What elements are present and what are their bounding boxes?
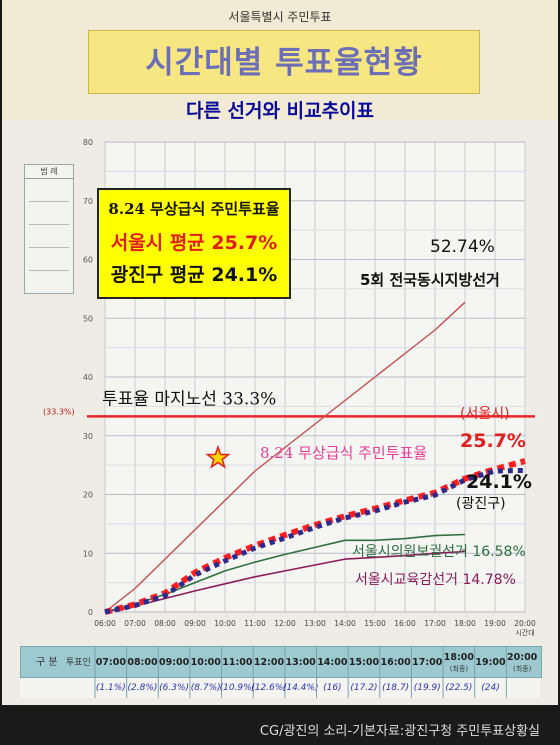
- info-line-seoul: 서울시 평균 25.7%: [110, 232, 278, 254]
- local-election-value: 52.74%: [430, 237, 495, 257]
- handwritten-value: (10.9%): [220, 683, 256, 693]
- org-label: 서울특별시 주민투표: [228, 10, 332, 24]
- chart-title: 시간대별 투표율현황: [145, 45, 423, 81]
- legend-row: [29, 183, 69, 202]
- table-time: 07:00: [96, 657, 127, 668]
- handwritten-value: (8.7%): [191, 683, 221, 693]
- threshold-tick: (33.3%): [43, 407, 75, 416]
- table-time: 15:00: [349, 657, 380, 668]
- x-tick-label: 13:00: [304, 619, 326, 628]
- table-time: 10:00: [191, 657, 222, 668]
- x-tick-label: 08:00: [154, 619, 176, 628]
- table-time: 08:00: [127, 657, 158, 668]
- series-line: [104, 458, 526, 615]
- y-tick-label: 0: [88, 608, 93, 617]
- seoul-name: (서울시): [460, 406, 510, 422]
- x-tick-label: 12:00: [274, 619, 296, 628]
- legend-row: [29, 229, 69, 248]
- handwritten-value: (1.1%): [96, 683, 126, 693]
- table-col-tupyoin: 투표인: [66, 657, 91, 668]
- y-tick-label: 40: [83, 373, 93, 382]
- x-tick-label: 14:00: [334, 619, 356, 628]
- council-label: 서울시의원보궐선거 16.58%: [352, 544, 526, 560]
- y-tick-label: 10: [83, 549, 93, 558]
- handwritten-value: (17.2): [350, 683, 377, 693]
- table-time: 13:00: [286, 657, 317, 668]
- table-time: 17:00: [412, 657, 443, 668]
- legend-box: 범 례: [24, 164, 74, 294]
- chart-subtitle: 다른 선거와 비교추이표: [185, 100, 375, 122]
- table-time-note: (최종): [450, 664, 469, 673]
- table-time-note: (최종): [513, 664, 532, 673]
- gwangjin-value: 24.1%: [466, 471, 532, 493]
- handwritten-value: (22.5): [445, 683, 472, 693]
- info-box: 8.24 무상급식 주민투표율 서울시 평균 25.7% 광진구 평균 24.1…: [97, 188, 291, 299]
- handwritten-value: (6.3%): [159, 683, 189, 693]
- table-time: 20:00: [507, 652, 538, 663]
- seoul-value: 25.7%: [460, 430, 526, 452]
- handwritten-value: (12.6%): [251, 683, 287, 693]
- table-time: 11:00: [222, 657, 253, 668]
- header-area: 서울특별시 주민투표 시간대별 투표율현황 다른 선거와 비교추이표: [2, 0, 558, 122]
- handwritten-value: (19.9): [414, 683, 441, 693]
- gwangjin-name: (광진구): [456, 496, 506, 512]
- y-tick-label: 30: [83, 432, 93, 441]
- y-tick-label: 60: [83, 256, 93, 265]
- star-label: 8.24 무상급식 주민투표율: [260, 444, 427, 462]
- x-tick-label: 16:00: [394, 619, 416, 628]
- title-banner: 시간대별 투표율현황: [88, 30, 480, 94]
- time-table-header: [20, 646, 542, 678]
- x-tick-label: 07:00: [124, 619, 146, 628]
- y-tick-label: 20: [83, 491, 93, 500]
- x-tick-label: 20:00: [514, 619, 536, 628]
- x-tick-label: 10:00: [214, 619, 236, 628]
- handwritten-value: (2.8%): [128, 683, 158, 693]
- table-time: 16:00: [380, 657, 411, 668]
- threshold-label: 투표율 마지노선 33.3%: [102, 389, 276, 409]
- series-line: [104, 301, 466, 613]
- credit-line: CG/광진의 소리-기본자료:광진구청 주민투표상황실: [259, 724, 540, 739]
- table-time: 18:00: [444, 652, 475, 663]
- legend-row: [29, 252, 69, 271]
- info-line-gwangjin: 광진구 평균 24.1%: [110, 264, 278, 286]
- table-time: 14:00: [317, 657, 348, 668]
- handwritten-row: [20, 678, 540, 698]
- series-line: [104, 550, 466, 613]
- x-axis-note: 시간대: [515, 628, 534, 637]
- x-tick-label: 11:00: [244, 619, 266, 628]
- superintendent-label: 서울시교육감선거 14.78%: [355, 572, 516, 588]
- table-time: 09:00: [159, 657, 190, 668]
- legend-heading: 범 례: [25, 165, 73, 179]
- handwritten-value: (24): [481, 683, 499, 693]
- y-tick-label: 50: [83, 314, 93, 323]
- x-tick-label: 17:00: [424, 619, 446, 628]
- x-tick-label: 18:00: [454, 619, 476, 628]
- legend-row: [29, 206, 69, 225]
- table-time: 12:00: [254, 657, 285, 668]
- x-tick-label: 19:00: [484, 619, 506, 628]
- y-tick-label: 70: [83, 197, 93, 206]
- table-time: 19:00: [475, 657, 506, 668]
- y-tick-label: 80: [83, 138, 93, 147]
- table-col-gubun: 구 분: [36, 656, 58, 668]
- handwritten-value: (18.7): [382, 683, 409, 693]
- x-tick-label: 09:00: [184, 619, 206, 628]
- handwritten-value: (14.4%): [283, 683, 319, 693]
- x-tick-label: 15:00: [364, 619, 386, 628]
- local-election-name: 5회 전국동시지방선거: [360, 271, 500, 289]
- handwritten-value: (16): [323, 683, 341, 693]
- x-tick-label: 06:00: [94, 619, 116, 628]
- info-line-title: 8.24 무상급식 주민투표율: [108, 200, 280, 218]
- series-line: [104, 467, 526, 615]
- star-icon: [205, 444, 231, 469]
